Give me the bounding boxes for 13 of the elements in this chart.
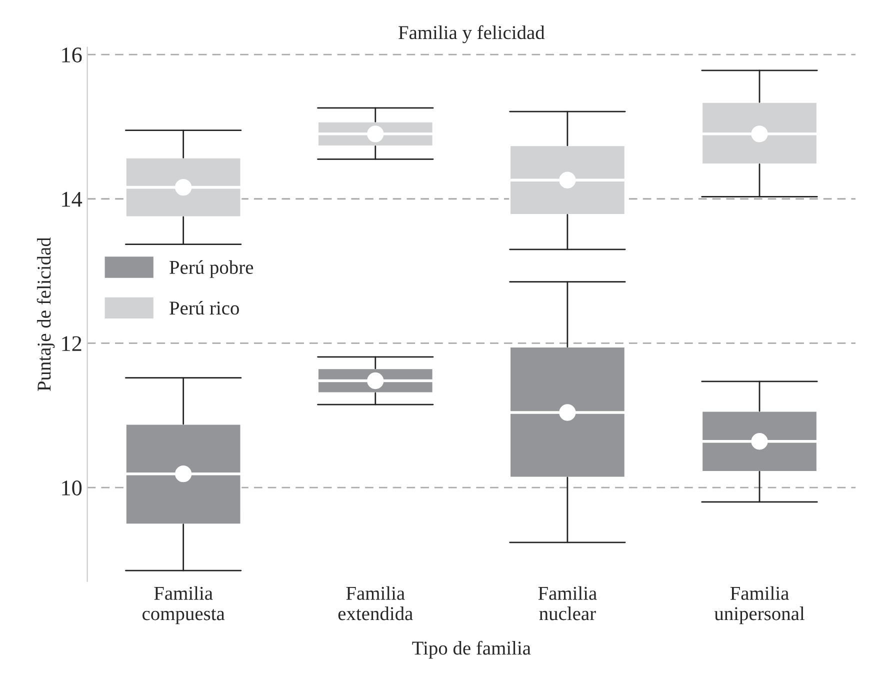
y-tick-label: 16 [62,48,82,62]
x-tick-label: Familia unipersonal [714,586,804,624]
y-tick-label: 14 [62,192,82,207]
x-tick-label: Familia nuclear [538,586,597,620]
y-tick-label: 10 [62,480,82,496]
legend-label: Perú rico [170,300,239,315]
x-axis-title: Tipo de familia [412,640,531,659]
x-tick-label: Familia compuesta [142,586,225,624]
y-tick-label: 12 [62,336,82,351]
legend-label: Perú pobre [170,260,254,278]
chart-title: Familia y felicidad [398,25,545,44]
y-axis-title: Puntaje de felicidad [36,237,55,391]
x-tick-label: Familia extendida [338,586,413,620]
